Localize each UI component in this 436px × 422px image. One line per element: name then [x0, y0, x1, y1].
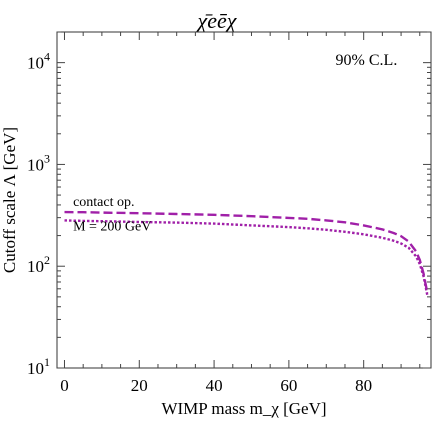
- x-tick-label: 40: [206, 376, 223, 395]
- x-tick-label: 20: [131, 376, 148, 395]
- series-line-m200: [64, 219, 429, 296]
- axis-ticks: 0 20 40 60 80 101 102 103 104: [27, 31, 431, 395]
- annotations: 90% C.L. contact op. M = 200 GeV: [73, 52, 397, 234]
- x-axis-label: WIMP mass m_χ [GeV]: [161, 399, 326, 418]
- confidence-level: 90% C.L.: [336, 52, 398, 69]
- x-tick-label: 60: [280, 376, 297, 395]
- mediator-mass-label: M = 200 GeV: [73, 219, 151, 234]
- y-tick-label: 103: [27, 151, 50, 174]
- y-tick-label: 101: [27, 355, 50, 378]
- series-line-contact-op: [64, 210, 429, 293]
- y-axis-label: Cutoff scale Λ [GeV]: [0, 127, 19, 273]
- contact-op-label: contact op.: [73, 195, 134, 210]
- series-group: [64, 210, 429, 296]
- chart-title-text: χ̄eēχ: [196, 8, 238, 33]
- y-tick-label: 104: [27, 50, 50, 73]
- chart-title: χ̄eēχ: [196, 8, 238, 33]
- x-tick-label: 80: [355, 376, 372, 395]
- y-tick-label: 102: [27, 253, 50, 276]
- plot-frame: [56, 31, 432, 369]
- x-tick-label: 0: [60, 376, 69, 395]
